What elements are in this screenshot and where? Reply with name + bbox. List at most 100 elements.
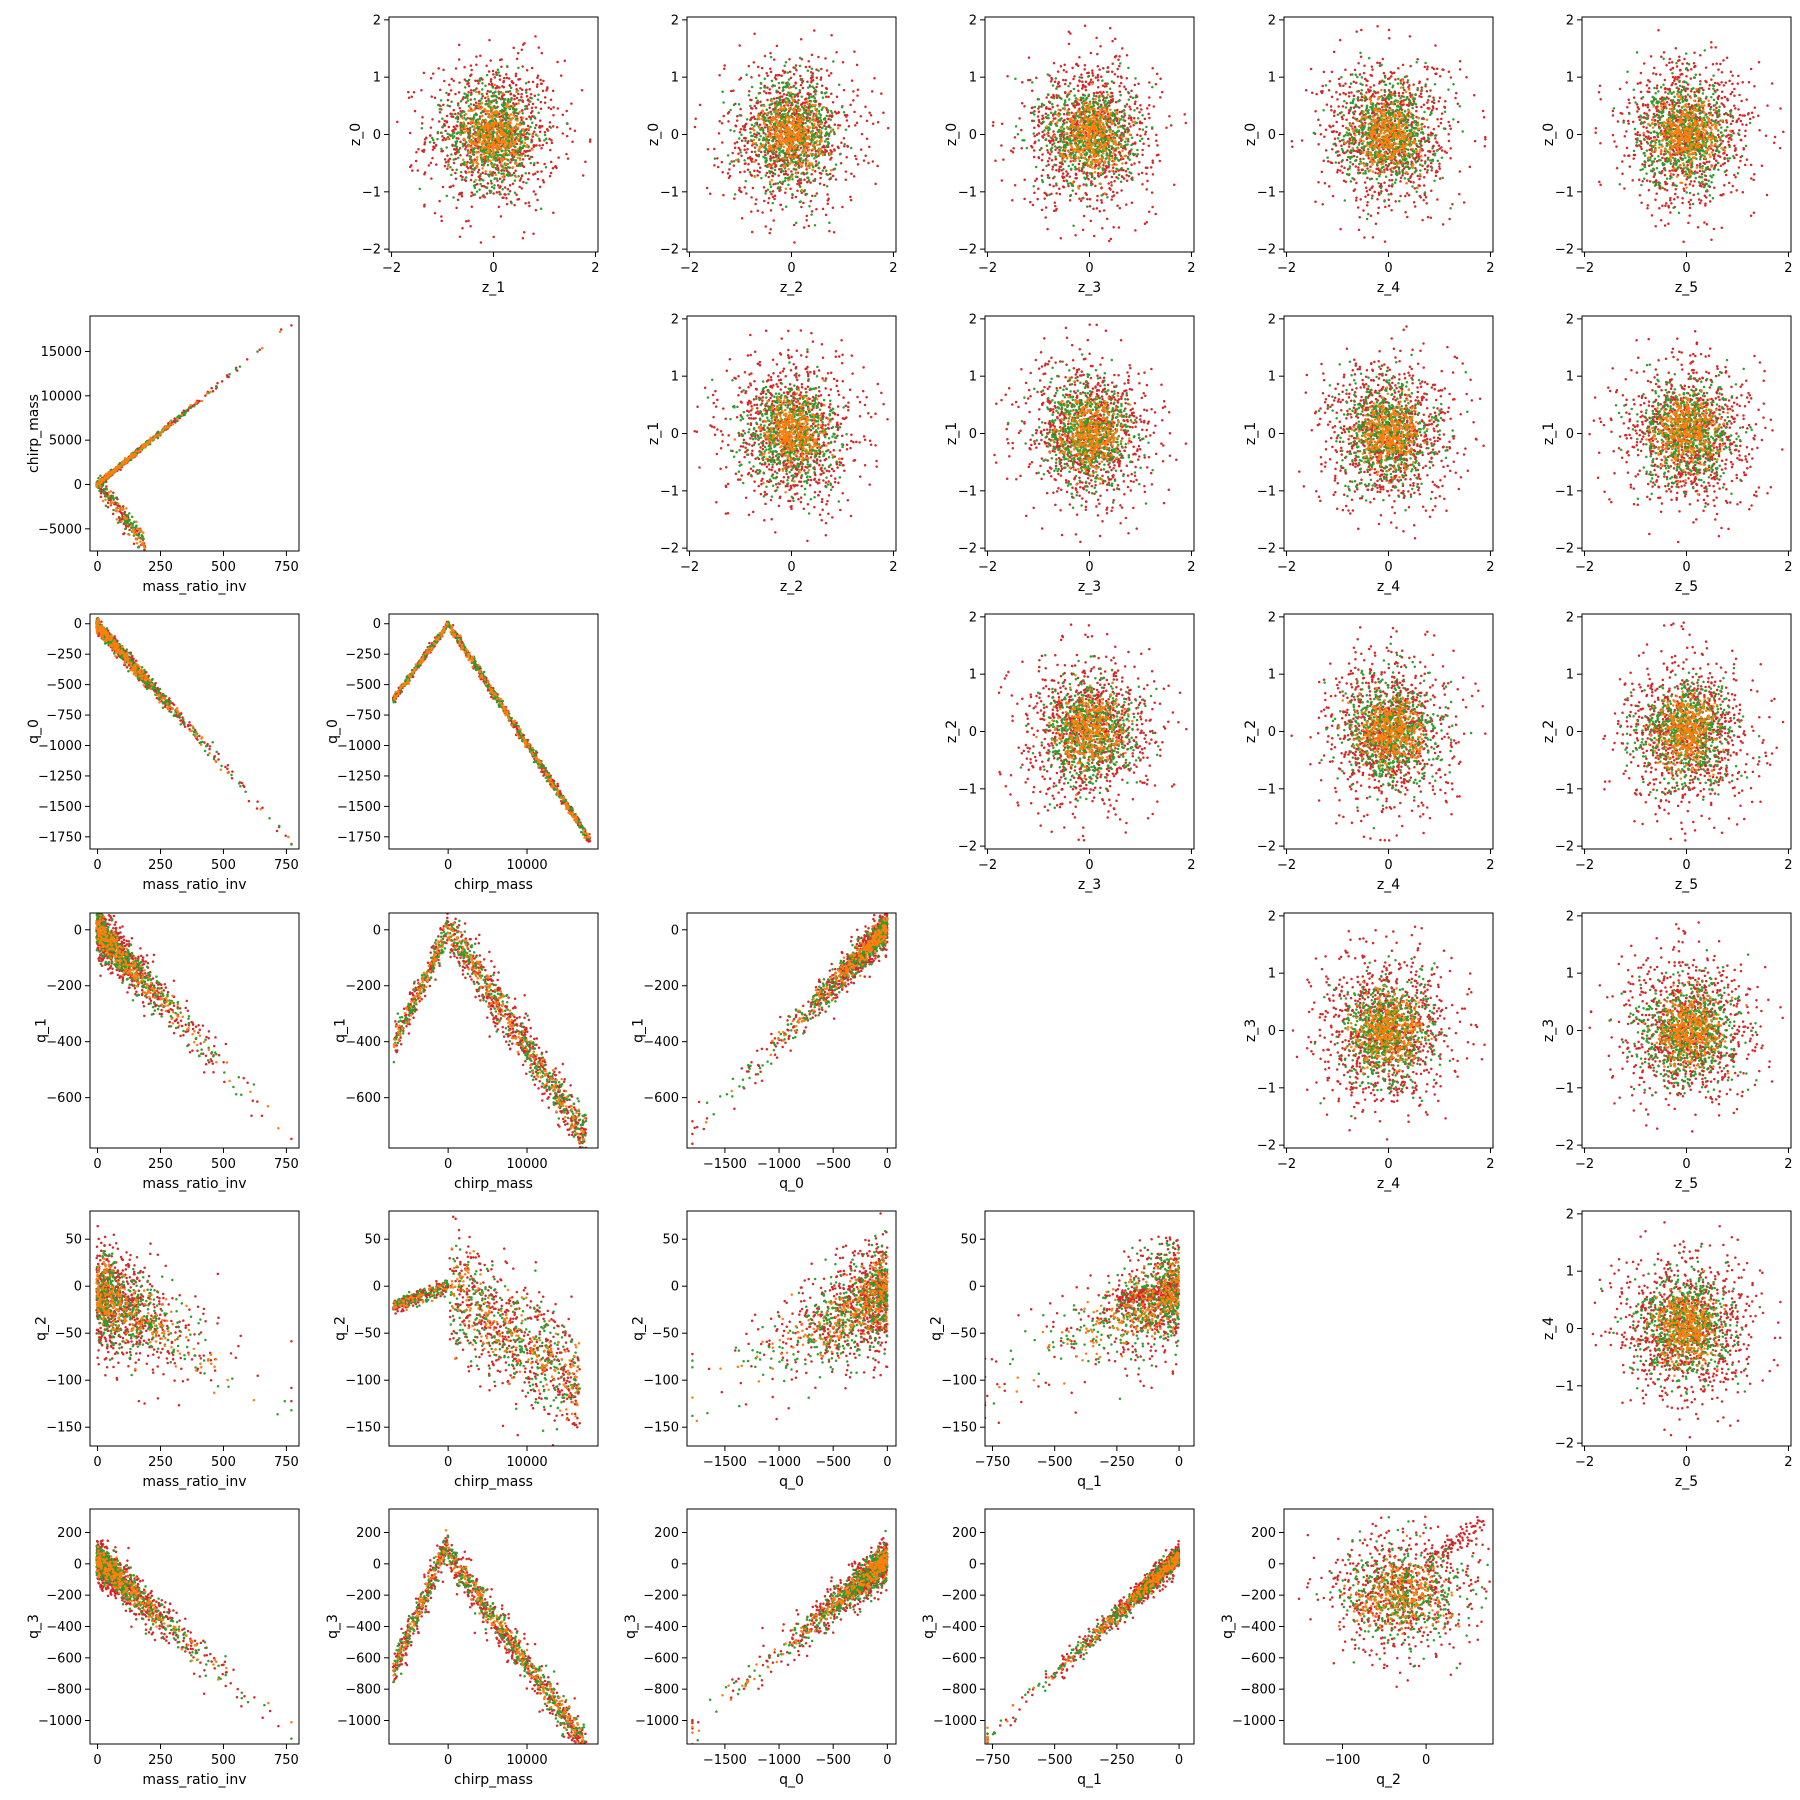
scatter-point: [504, 109, 507, 112]
scatter-point: [765, 135, 768, 139]
scatter-point: [816, 82, 819, 86]
scatter-point: [1124, 170, 1128, 173]
scatter-point: [786, 173, 789, 176]
scatter-point: [1110, 145, 1114, 148]
scatter-point: [751, 141, 755, 145]
scatter-point: [799, 146, 803, 150]
scatter-point: [1124, 143, 1127, 147]
scatter-point: [492, 192, 495, 195]
scatter-point: [1056, 146, 1059, 150]
scatter-point: [449, 185, 453, 188]
scatter-point: [771, 139, 775, 143]
scatter-point: [1106, 112, 1110, 116]
scatter-point: [537, 46, 541, 49]
scatter-point: [498, 190, 501, 194]
scatter-point: [828, 152, 832, 156]
scatter-point: [856, 94, 859, 97]
scatter-point: [1133, 83, 1137, 87]
scatter-point: [461, 98, 464, 101]
scatter-point: [521, 237, 525, 240]
scatter-point: [508, 89, 512, 93]
scatter-point: [1145, 188, 1148, 191]
scatter-point: [770, 133, 774, 136]
scatter-point: [475, 134, 478, 137]
scatter-point: [514, 72, 518, 76]
scatter-point: [528, 132, 531, 136]
scatter-point: [811, 72, 815, 75]
scatter-point: [1183, 113, 1186, 116]
scatter-point: [1067, 98, 1071, 101]
scatter-point: [1065, 141, 1069, 144]
scatter-point: [737, 152, 740, 156]
scatter-point: [1116, 204, 1119, 207]
scatter-point: [800, 188, 804, 192]
y-tick-label: 0: [671, 128, 679, 143]
scatter-point: [733, 197, 736, 200]
scatter-point: [1055, 192, 1058, 195]
scatter-point: [771, 166, 774, 170]
scatter-point: [429, 126, 433, 129]
scatter-point: [1139, 104, 1142, 107]
scatter-point: [876, 164, 879, 168]
scatter-point: [1032, 184, 1035, 188]
scatter-point: [482, 179, 485, 182]
scatter-point: [829, 126, 832, 129]
scatter-point: [1105, 70, 1109, 74]
scatter-point: [412, 91, 416, 94]
scatter-point: [452, 108, 456, 112]
scatter-point: [441, 185, 445, 189]
scatter-point: [464, 118, 468, 121]
scatter-point: [800, 105, 804, 109]
scatter-point: [1083, 64, 1087, 67]
scatter-point: [436, 137, 439, 141]
scatter-point: [1105, 166, 1108, 170]
scatter-point: [798, 88, 802, 92]
scatter-point: [504, 117, 507, 121]
scatter-point: [779, 134, 783, 137]
scatter-point: [1063, 160, 1067, 163]
scatter-point: [1129, 116, 1133, 120]
scatter-point: [494, 98, 498, 101]
scatter-point: [523, 141, 527, 145]
scatter-point: [507, 159, 510, 162]
scatter-point: [1057, 140, 1060, 144]
scatter-point: [495, 136, 499, 140]
scatter-point: [1006, 75, 1009, 78]
scatter-point: [871, 160, 875, 163]
scatter-point: [473, 193, 477, 196]
scatter-point: [1062, 119, 1065, 123]
scatter-point: [1110, 91, 1113, 95]
scatter-point: [1119, 93, 1122, 97]
scatter-point: [787, 98, 790, 101]
scatter-point: [477, 82, 480, 85]
scatter-point: [1043, 197, 1046, 200]
scatter-point: [769, 51, 772, 55]
scatter-point: [749, 173, 753, 176]
scatter-point: [1014, 125, 1018, 128]
scatter-point: [452, 158, 455, 161]
scatter-point: [764, 86, 767, 89]
scatter-point: [855, 63, 859, 67]
scatter-point: [480, 184, 484, 188]
scatter-point: [517, 197, 521, 201]
scatter-point: [448, 105, 451, 108]
scatter-point: [494, 106, 497, 110]
scatter-point: [1053, 163, 1056, 167]
scatter-point: [718, 120, 721, 123]
scatter-point: [777, 96, 780, 100]
scatter-point: [508, 145, 511, 148]
scatter-point: [515, 96, 519, 100]
x-tick-label: 0: [787, 261, 795, 276]
scatter-point: [463, 163, 466, 167]
scatter-point: [1048, 157, 1051, 160]
scatter-point: [798, 148, 801, 152]
scatter-point: [518, 185, 521, 189]
scatter-point: [755, 198, 758, 201]
scatter-point: [1078, 107, 1081, 110]
scatter-point: [743, 159, 746, 162]
scatter-point: [782, 164, 786, 168]
scatter-point: [469, 98, 472, 101]
x-tick-label: −2: [680, 261, 699, 276]
scatter-point: [830, 129, 833, 132]
